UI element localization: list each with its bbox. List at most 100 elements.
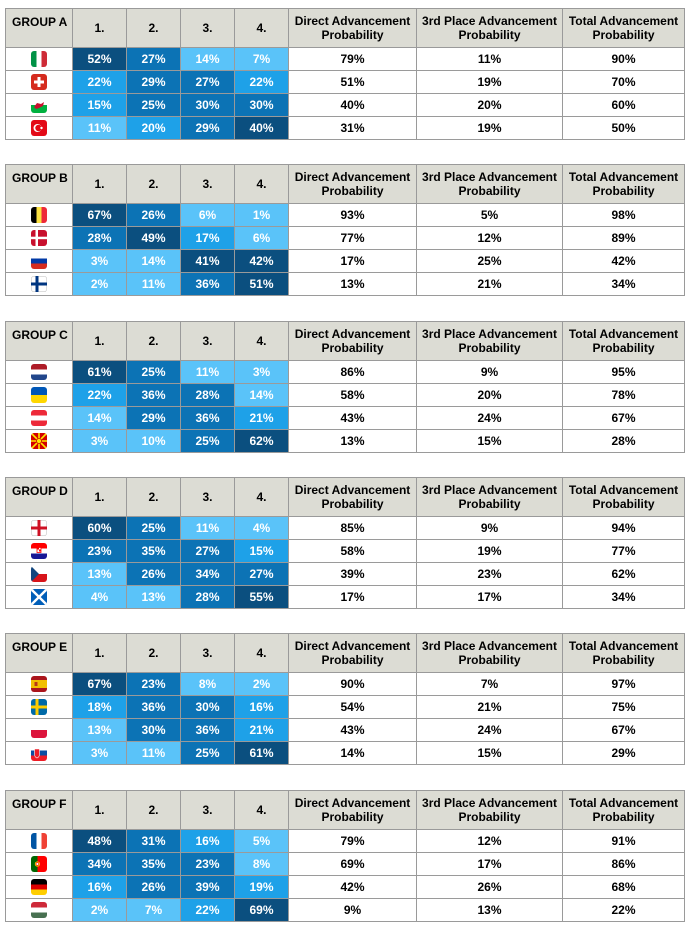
group-name: GROUP E: [5, 633, 73, 673]
position-2-probability: 36%: [126, 383, 181, 407]
position-4-header: 4.: [234, 164, 289, 204]
position-1-header: 1.: [72, 633, 127, 673]
position-2-probability: 29%: [126, 70, 181, 94]
flag-cell: [5, 249, 73, 273]
position-1-probability: 22%: [72, 383, 127, 407]
spain-flag-icon: [31, 676, 47, 692]
total-advancement-probability: 34%: [562, 585, 685, 609]
flag-cell: [5, 829, 73, 853]
position-4-header: 4.: [234, 633, 289, 673]
position-1-probability: 3%: [72, 249, 127, 273]
third-place-advancement-probability: 11%: [416, 47, 563, 71]
position-1-probability: 2%: [72, 898, 127, 922]
position-2-header: 2.: [126, 164, 181, 204]
total-advancement-probability: 42%: [562, 249, 685, 273]
third-place-advancement-probability: 7%: [416, 672, 563, 696]
group-name: GROUP C: [5, 321, 73, 361]
position-2-probability: 26%: [126, 562, 181, 586]
third-place-advancement-probability: 15%: [416, 429, 563, 453]
position-3-probability: 17%: [180, 226, 235, 250]
team-row: 61% 25% 11% 3% 86% 9% 95%: [5, 360, 685, 384]
position-3-probability: 22%: [180, 898, 235, 922]
flag-cell: [5, 406, 73, 430]
total-advancement-probability: 90%: [562, 47, 685, 71]
direct-advancement-probability: 58%: [288, 539, 417, 563]
ukraine-flag-icon: [31, 387, 47, 403]
total-advancement-probability: 94%: [562, 516, 685, 540]
team-row: 15% 25% 30% 30% 40% 20% 60%: [5, 93, 685, 117]
position-4-probability: 19%: [234, 875, 289, 899]
position-2-probability: 27%: [126, 47, 181, 71]
position-4-probability: 51%: [234, 272, 289, 296]
total-advancement-probability: 98%: [562, 203, 685, 227]
position-3-probability: 25%: [180, 741, 235, 765]
position-4-probability: 4%: [234, 516, 289, 540]
team-row: 22% 36% 28% 14% 58% 20% 78%: [5, 383, 685, 407]
position-4-header: 4.: [234, 8, 289, 48]
third-place-advancement-probability: 17%: [416, 585, 563, 609]
group-table: GROUP C 1. 2. 3. 4. Direct Advancement Probab…: [5, 321, 685, 453]
direct-advancement-probability: 90%: [288, 672, 417, 696]
position-2-probability: 26%: [126, 203, 181, 227]
third-place-advancement-probability: 17%: [416, 852, 563, 876]
belgium-flag-icon: [31, 207, 47, 223]
position-4-probability: 69%: [234, 898, 289, 922]
position-3-probability: 16%: [180, 829, 235, 853]
position-4-probability: 2%: [234, 672, 289, 696]
flag-cell: [5, 272, 73, 296]
flag-cell: [5, 695, 73, 719]
team-row: 13% 30% 36% 21% 43% 24% 67%: [5, 718, 685, 742]
position-3-probability: 36%: [180, 718, 235, 742]
direct-advancement-probability: 43%: [288, 718, 417, 742]
position-2-probability: 11%: [126, 272, 181, 296]
direct-advancement-header: Direct Advancement Probability: [288, 321, 417, 361]
group-name: GROUP A: [5, 8, 73, 48]
position-4-probability: 3%: [234, 360, 289, 384]
position-2-probability: 14%: [126, 249, 181, 273]
position-3-probability: 23%: [180, 852, 235, 876]
position-3-probability: 36%: [180, 272, 235, 296]
total-advancement-probability: 34%: [562, 272, 685, 296]
third-place-advancement-probability: 5%: [416, 203, 563, 227]
position-4-probability: 42%: [234, 249, 289, 273]
position-1-probability: 48%: [72, 829, 127, 853]
team-row: 13% 26% 34% 27% 39% 23% 62%: [5, 562, 685, 586]
position-3-probability: 36%: [180, 406, 235, 430]
russia-flag-icon: [31, 253, 47, 269]
north-macedonia-flag-icon: [31, 433, 47, 449]
position-3-probability: 30%: [180, 93, 235, 117]
position-1-probability: 60%: [72, 516, 127, 540]
turkey-flag-icon: [31, 120, 47, 136]
position-2-header: 2.: [126, 633, 181, 673]
flag-cell: [5, 562, 73, 586]
total-advancement-header: Total Advancement Probability: [562, 321, 685, 361]
position-3-header: 3.: [180, 164, 235, 204]
direct-advancement-header: Direct Advancement Probability: [288, 164, 417, 204]
third-place-advancement-probability: 26%: [416, 875, 563, 899]
total-advancement-header: Total Advancement Probability: [562, 164, 685, 204]
position-3-probability: 34%: [180, 562, 235, 586]
total-advancement-probability: 77%: [562, 539, 685, 563]
position-2-probability: 13%: [126, 585, 181, 609]
position-4-probability: 8%: [234, 852, 289, 876]
total-advancement-header: Total Advancement Probability: [562, 633, 685, 673]
position-3-probability: 28%: [180, 585, 235, 609]
portugal-flag-icon: [31, 856, 47, 872]
total-advancement-probability: 86%: [562, 852, 685, 876]
position-3-header: 3.: [180, 477, 235, 517]
total-advancement-probability: 97%: [562, 672, 685, 696]
third-place-advancement-probability: 13%: [416, 898, 563, 922]
position-2-probability: 35%: [126, 852, 181, 876]
third-place-advancement-probability: 19%: [416, 539, 563, 563]
czech-republic-flag-icon: [31, 566, 47, 582]
third-place-advancement-probability: 12%: [416, 829, 563, 853]
team-row: 18% 36% 30% 16% 54% 21% 75%: [5, 695, 685, 719]
flag-cell: [5, 672, 73, 696]
direct-advancement-probability: 54%: [288, 695, 417, 719]
position-2-probability: 25%: [126, 360, 181, 384]
direct-advancement-probability: 9%: [288, 898, 417, 922]
total-advancement-probability: 91%: [562, 829, 685, 853]
position-1-probability: 14%: [72, 406, 127, 430]
third-place-advancement-probability: 19%: [416, 70, 563, 94]
total-advancement-header: Total Advancement Probability: [562, 477, 685, 517]
